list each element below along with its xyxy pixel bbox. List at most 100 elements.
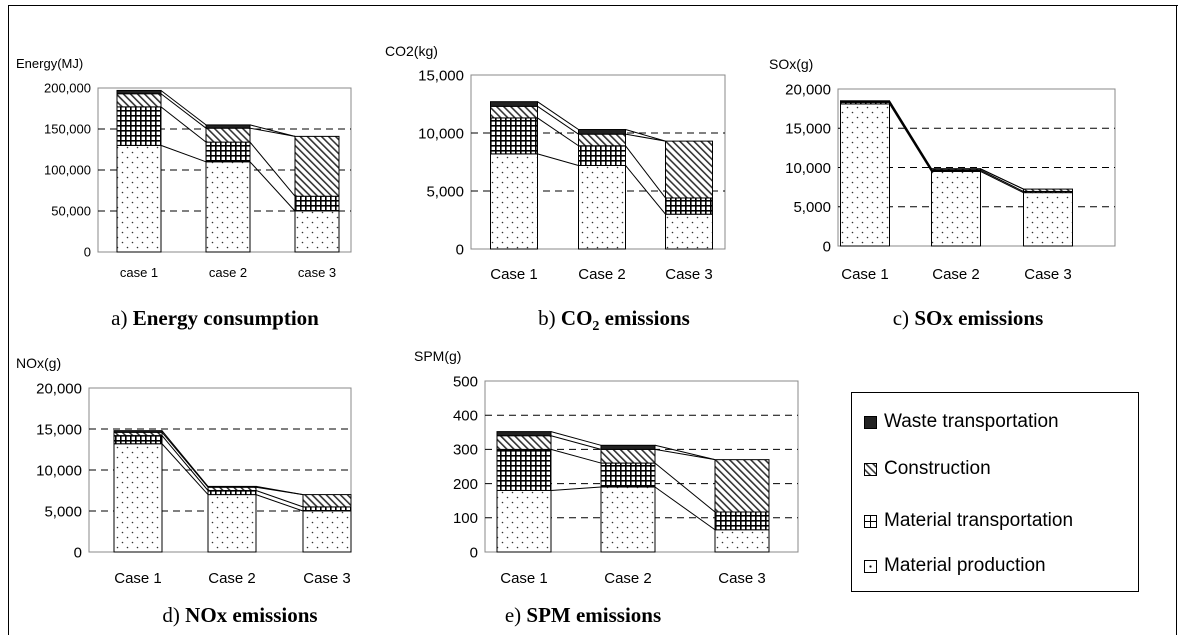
bar-segment-material-transportation — [207, 490, 257, 496]
connector-line — [550, 431, 602, 446]
x-category-label: Case 2 — [208, 570, 256, 587]
bar-segment-material-transportation — [116, 106, 162, 146]
caption-subscript: 2 — [592, 319, 599, 334]
bar-segment-material-production — [113, 443, 163, 553]
connector-line — [249, 124, 296, 137]
y-tick-label: 0 — [84, 245, 91, 260]
x-category-label: Case 2 — [578, 266, 626, 283]
y-tick-label: 10,000 — [36, 462, 82, 479]
y-axis-label: SPM(g) — [414, 348, 461, 364]
bar-segment-material-transportation — [113, 435, 163, 445]
x-category-label: Case 1 — [841, 266, 889, 283]
connector-line — [889, 103, 932, 172]
bar-segment-material-production — [302, 510, 352, 553]
connector-line — [160, 144, 207, 163]
chart-2: 0 5,000 10,000 15,000 CO2(kg) Case 1 Case 2 Cas… — [385, 43, 726, 334]
caption-prefix: d) — [162, 603, 185, 627]
connector-line — [550, 486, 602, 491]
y-tick-label: 400 — [453, 407, 478, 424]
bar-segment-waste-transportation — [600, 444, 656, 450]
connector-line — [255, 485, 304, 496]
caption-title: CO — [561, 306, 593, 330]
chart-caption: b) CO2 emissions — [538, 306, 690, 334]
legend-item-material-transportation: Material transportation — [864, 510, 1073, 532]
connector-line — [550, 448, 602, 464]
connector-line — [625, 133, 666, 142]
bar-segment-material-production — [714, 529, 770, 553]
legend: Waste transportation Construction Materi… — [851, 392, 1139, 592]
x-category-label: Case 3 — [303, 570, 351, 587]
legend-label-material-production: Material production — [884, 555, 1046, 576]
bar-segment-waste-transportation — [840, 100, 890, 103]
y-axis-label: Energy(MJ) — [16, 56, 83, 71]
y-tick-label: 100,000 — [44, 163, 91, 178]
x-category-label: Case 1 — [114, 570, 162, 587]
connector-line — [537, 117, 579, 147]
caption-prefix: a) — [111, 306, 133, 330]
bar-segment-waste-transportation — [113, 430, 163, 433]
bar-segment-material-production — [496, 489, 552, 553]
bar-segment-construction — [496, 435, 552, 450]
y-tick-label: 200,000 — [44, 81, 91, 96]
chart-5: 0 100 200 300 400 500 SPM(g) Case 1 Case 2 Case 3… — [414, 348, 799, 627]
legend-item-construction: Construction — [864, 458, 991, 480]
connector-line — [654, 486, 716, 531]
chart-4: 0 5,000 10,000 15,000 20,000 NOx(g) Case 1 Case… — [16, 355, 352, 627]
connector-line — [550, 435, 602, 450]
bar-segment-material-production — [578, 164, 626, 250]
y-tick-label: 20,000 — [36, 380, 82, 397]
caption-prefix: c) — [893, 306, 915, 330]
y-tick-label: 10,000 — [418, 125, 464, 142]
caption-title: SOx emissions — [914, 306, 1043, 330]
bar-segment-construction — [302, 494, 352, 508]
y-tick-label: 200 — [453, 476, 478, 493]
connector-line — [625, 145, 666, 199]
connector-line — [161, 431, 209, 488]
connector-line — [161, 443, 209, 495]
y-tick-label: 100 — [453, 510, 478, 527]
bar-segment-construction — [714, 459, 770, 513]
bar-segment-construction — [665, 140, 713, 199]
y-tick-label: 15,000 — [785, 121, 831, 138]
frame-top-border — [8, 5, 1178, 6]
connector-line — [980, 169, 1024, 192]
bar-segment-material-transportation — [714, 511, 770, 531]
bar-segment-waste-transportation — [578, 129, 626, 135]
legend-swatch-material-transportation — [864, 514, 877, 528]
bar-segment-material-transportation — [600, 462, 656, 488]
chart-1: 0 50,000 100,000 150,000 200,000 Energy(MJ) ca… — [16, 56, 352, 330]
x-category-label: case 2 — [209, 265, 247, 280]
caption-title-rest: emissions — [599, 306, 689, 330]
bar-segment-construction — [1023, 188, 1073, 192]
caption-prefix: e) — [505, 603, 527, 627]
bar-segment-material-production — [205, 161, 251, 253]
y-tick-label: 10,000 — [785, 160, 831, 177]
x-category-label: case 1 — [120, 265, 158, 280]
connector-line — [654, 448, 716, 461]
bar-segment-construction — [205, 127, 251, 143]
y-tick-label: 500 — [453, 373, 478, 390]
connector-line — [537, 105, 579, 135]
y-tick-label: 150,000 — [44, 122, 91, 137]
legend-label-waste-transportation: Waste transportation — [884, 411, 1059, 432]
bar-segment-construction — [294, 135, 340, 197]
chart-caption: e) SPM emissions — [505, 603, 661, 627]
connector-line — [255, 494, 304, 512]
bar-segment-material-production — [665, 213, 713, 250]
connector-line — [889, 100, 932, 169]
bar-segment-waste-transportation — [490, 101, 538, 107]
bar-segment-material-production — [600, 486, 656, 553]
bar-segment-material-transportation — [665, 197, 713, 215]
connector-line — [654, 444, 716, 461]
connector-line — [537, 153, 579, 166]
bar-segment-construction — [600, 448, 656, 464]
bar-segment-material-transportation — [294, 195, 340, 212]
bar-segment-waste-transportation — [205, 124, 251, 129]
connector-line — [161, 430, 209, 487]
bar-segment-waste-transportation — [496, 431, 552, 437]
legend-item-material-production: Material production — [864, 555, 1046, 577]
connector-line — [980, 170, 1024, 194]
legend-label-construction: Construction — [884, 458, 991, 479]
legend-swatch-material-production — [864, 559, 877, 573]
